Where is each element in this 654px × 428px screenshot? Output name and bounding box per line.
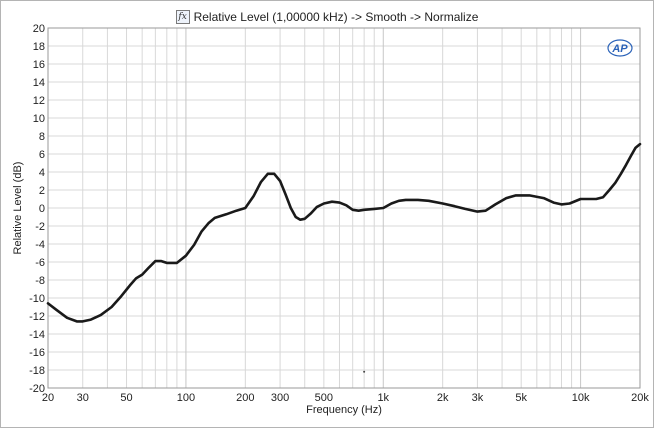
annotation-dot [363,370,366,373]
y-tick-label: -10 [29,293,45,305]
series-line [46,142,642,323]
y-tick-label: 0 [39,203,45,215]
y-tick-label: 12 [33,95,45,107]
x-tick-label: 50 [120,392,132,404]
y-axis-ticks: 20181614121086420-2-4-6-8-10-12-14-16-18… [29,23,45,395]
y-tick-label: -2 [35,221,45,233]
y-tick-label: 4 [39,167,45,179]
y-tick-label: -6 [35,257,45,269]
x-tick-label: 20 [42,392,54,404]
x-tick-label: 20k [631,392,649,404]
svg-text:AP: AP [611,43,628,55]
x-tick-label: 100 [177,392,195,404]
y-tick-label: -4 [35,239,45,251]
y-tick-label: 10 [33,113,45,125]
x-tick-label: 1k [377,392,389,404]
y-tick-label: 6 [39,149,45,161]
x-tick-label: 30 [77,392,89,404]
x-tick-label: 300 [271,392,289,404]
x-tick-label: 200 [236,392,254,404]
y-tick-label: -14 [29,329,45,341]
x-axis-ticks: 20 30 50 100 200 300 500 1k 2k 3k 5k 10k 20k [42,392,649,404]
y-tick-label: -12 [29,311,45,323]
y-tick-label: 14 [33,77,45,89]
plot-area [47,27,641,389]
x-tick-label: 3k [472,392,484,404]
y-tick-label: -18 [29,365,45,377]
y-axis-label: Relative Level (dB) [12,162,24,255]
fx-icon[interactable]: fx [175,10,190,24]
y-tick-label: 8 [39,131,45,143]
x-tick-label: 10k [572,392,590,404]
y-tick-label: -16 [29,347,45,359]
x-tick-label: 500 [315,392,333,404]
y-tick-label: 16 [33,59,45,71]
chart-title: Relative Level (1,00000 kHz) -> Smooth -… [193,10,479,24]
chart-title-bar: fx Relative Level (1,00000 kHz) -> Smoot… [0,9,654,25]
y-tick-label: 18 [33,41,45,53]
y-tick-label: 20 [33,23,45,35]
y-tick-label: -20 [29,383,45,395]
y-tick-label: 2 [39,185,45,197]
x-tick-label: 2k [437,392,449,404]
y-tick-label: -8 [35,275,45,287]
grid [47,27,641,389]
x-axis-label: Frequency (Hz) [306,404,382,416]
ap-logo: AP [607,39,633,57]
x-tick-label: 5k [515,392,527,404]
